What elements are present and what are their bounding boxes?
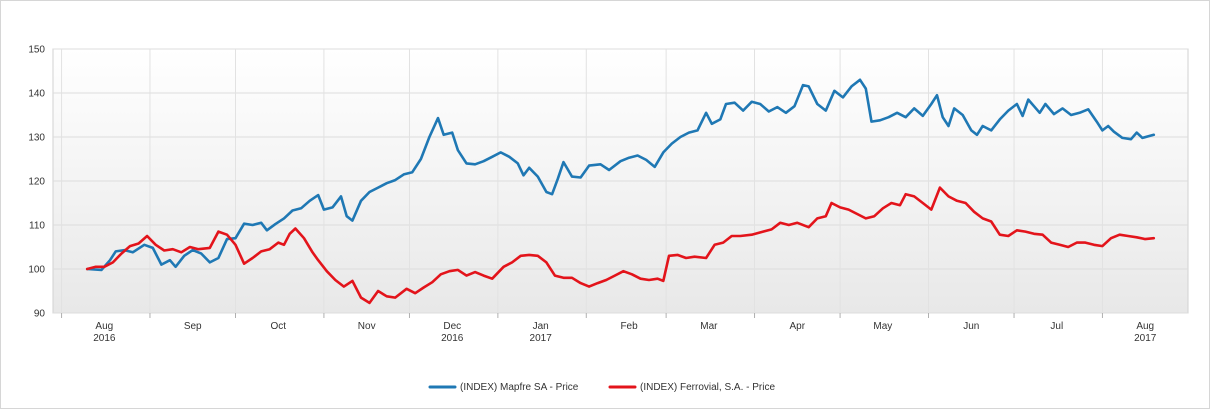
x-tick-label: Jul bbox=[1050, 321, 1063, 332]
x-tick-sublabel: 2016 bbox=[441, 333, 464, 344]
x-tick-label: Jun bbox=[963, 321, 979, 332]
y-axis-ticks: 90 100 110 120 130 140 150 bbox=[28, 45, 45, 320]
y-tick-label: 130 bbox=[28, 133, 45, 144]
x-tick-label: Aug bbox=[95, 321, 113, 332]
x-tick-label: Dec bbox=[443, 321, 461, 332]
legend-label-2: (INDEX) Ferrovial, S.A. - Price bbox=[640, 382, 775, 393]
x-tick-label: Jan bbox=[533, 321, 549, 332]
x-tick-label: Sep bbox=[184, 321, 202, 332]
x-tick-label: Apr bbox=[790, 321, 806, 332]
y-tick-label: 100 bbox=[28, 265, 45, 276]
x-tick-sublabel: 2017 bbox=[1134, 333, 1157, 344]
y-tick-label: 110 bbox=[29, 221, 45, 232]
x-tick-label: May bbox=[873, 321, 892, 332]
y-tick-label: 90 bbox=[34, 309, 46, 320]
x-tick-label: Mar bbox=[700, 321, 718, 332]
series-line-2 bbox=[85, 186, 1156, 305]
x-tick-label: Oct bbox=[271, 321, 287, 332]
series-lines bbox=[85, 78, 1156, 305]
x-tick-sublabel: 2016 bbox=[93, 333, 116, 344]
x-tick-sublabel: 2017 bbox=[530, 333, 553, 344]
y-tick-label: 120 bbox=[28, 177, 45, 188]
legend-label-1: (INDEX) Mapfre SA - Price bbox=[460, 382, 579, 393]
legend: (INDEX) Mapfre SA - Price (INDEX) Ferrovi… bbox=[428, 382, 775, 393]
series-line-1 bbox=[85, 78, 1156, 272]
x-tick-label: Aug bbox=[1136, 321, 1154, 332]
x-tick-label: Nov bbox=[358, 321, 376, 332]
y-tick-label: 150 bbox=[28, 45, 45, 56]
y-tick-label: 140 bbox=[28, 89, 45, 100]
x-tick-label: Feb bbox=[620, 321, 638, 332]
